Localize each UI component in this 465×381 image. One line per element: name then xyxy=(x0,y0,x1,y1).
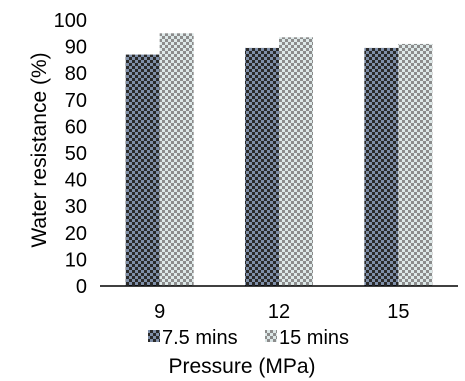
bar-series-2-category-12 xyxy=(279,37,313,286)
y-tick-label: 70 xyxy=(65,90,87,112)
bar-series-1-category-15 xyxy=(364,47,399,287)
y-tick-label: 60 xyxy=(65,116,87,138)
bar-series-2-category-15 xyxy=(398,43,433,286)
bar-series-2-category-9 xyxy=(159,33,194,286)
legend-label-series-1: 7.5 mins xyxy=(162,327,238,349)
y-tick-label: 80 xyxy=(65,63,87,85)
y-tick-label: 20 xyxy=(65,223,87,245)
x-tick-label: 12 xyxy=(268,301,290,323)
y-tick-label: 40 xyxy=(65,170,87,192)
legend: 7.5 mins 15 mins xyxy=(148,327,349,349)
legend-swatch-series-1 xyxy=(148,330,160,342)
y-axis-label: Water resistance (%) xyxy=(28,52,51,247)
y-tick-label: 90 xyxy=(65,37,87,59)
y-tick-label: 100 xyxy=(54,10,87,32)
y-tick-label: 30 xyxy=(65,196,87,218)
x-axis-tick-labels: 9 12 15 xyxy=(154,301,409,323)
x-tick-label: 9 xyxy=(154,301,165,323)
legend-label-series-2: 15 mins xyxy=(279,327,349,349)
y-tick-label: 10 xyxy=(65,249,87,271)
legend-swatch-series-2 xyxy=(265,330,277,342)
y-axis-tick-labels: 0 10 20 30 40 50 60 70 80 90 100 xyxy=(54,10,87,298)
y-tick-label: 50 xyxy=(65,143,87,165)
x-axis-label: Pressure (MPa) xyxy=(168,355,315,378)
bar-series-1-category-9 xyxy=(125,54,160,286)
y-tick-label: 0 xyxy=(76,276,87,298)
bars xyxy=(125,33,433,287)
x-tick-label: 15 xyxy=(387,301,409,323)
bar-series-1-category-12 xyxy=(245,47,279,287)
